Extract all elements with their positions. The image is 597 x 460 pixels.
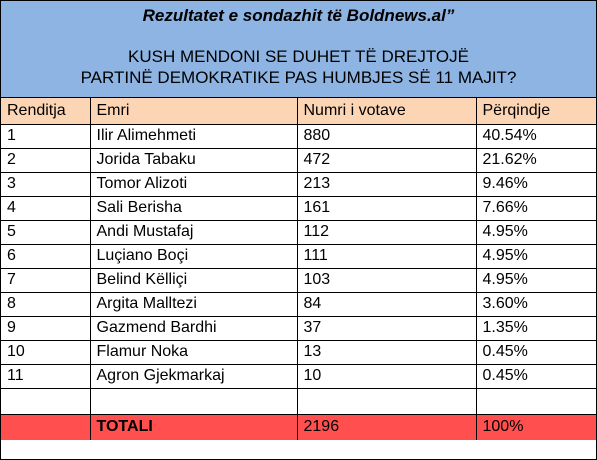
empty-cell xyxy=(475,387,596,415)
cell-name: Sali Berisha xyxy=(89,195,298,221)
question-title: KUSH MENDONI SE DUHET TË DREJTOJË PARTIN… xyxy=(1,46,596,88)
table-row: 5 Andi Mustafaj 112 4.95% xyxy=(1,219,596,245)
cell-votes: 111 xyxy=(296,243,477,269)
cell-name: Belind Këlliçi xyxy=(89,267,298,293)
question-line-1: KUSH MENDONI SE DUHET TË DREJTOJË xyxy=(128,47,469,66)
empty-cell xyxy=(296,387,477,415)
cell-name: Agron Gjekmarkaj xyxy=(89,363,298,389)
empty-cell xyxy=(1,387,91,415)
empty-cell xyxy=(89,387,298,415)
cell-rank: 11 xyxy=(1,363,91,389)
cell-name: Andi Mustafaj xyxy=(89,219,298,245)
cell-rank: 5 xyxy=(1,219,91,245)
cell-percent: 7.66% xyxy=(475,195,596,221)
cell-percent: 4.95% xyxy=(475,219,596,245)
cell-votes: 13 xyxy=(296,339,477,365)
cell-name: Jorida Tabaku xyxy=(89,147,298,173)
column-header-votes: Numri i votave xyxy=(296,98,477,125)
table-row: 3 Tomor Alizoti 213 9.46% xyxy=(1,171,596,197)
total-empty-cell xyxy=(1,413,91,440)
cell-rank: 10 xyxy=(1,339,91,365)
cell-votes: 103 xyxy=(296,267,477,293)
cell-percent: 0.45% xyxy=(475,339,596,365)
cell-percent: 21.62% xyxy=(475,147,596,173)
cell-rank: 7 xyxy=(1,267,91,293)
question-line-2: PARTINË DEMOKRATIKE PAS HUMBJES SË 11 MA… xyxy=(80,68,517,87)
total-percent: 100% xyxy=(475,413,596,440)
column-header-row: Renditja Emri Numri i votave Përqindje xyxy=(1,98,596,125)
cell-percent: 0.45% xyxy=(475,363,596,389)
table-row: 2 Jorida Tabaku 472 21.62% xyxy=(1,147,596,173)
cell-votes: 161 xyxy=(296,195,477,221)
cell-name: Tomor Alizoti xyxy=(89,171,298,197)
column-header-rank: Renditja xyxy=(1,98,91,125)
table-header: Rezultatet e sondazhit të Boldnews.al” K… xyxy=(1,1,596,98)
cell-votes: 112 xyxy=(296,219,477,245)
cell-rank: 4 xyxy=(1,195,91,221)
table-row: 9 Gazmend Bardhi 37 1.35% xyxy=(1,315,596,341)
cell-name: Ilir Alimehmeti xyxy=(89,123,298,149)
table-row: 7 Belind Këlliçi 103 4.95% xyxy=(1,267,596,293)
empty-row xyxy=(1,387,596,415)
cell-percent: 4.95% xyxy=(475,243,596,269)
cell-name: Argita Malltezi xyxy=(89,291,298,317)
cell-name: Gazmend Bardhi xyxy=(89,315,298,341)
table-row: 4 Sali Berisha 161 7.66% xyxy=(1,195,596,221)
cell-percent: 3.60% xyxy=(475,291,596,317)
cell-name: Flamur Noka xyxy=(89,339,298,365)
cell-votes: 37 xyxy=(296,315,477,341)
cell-votes: 213 xyxy=(296,171,477,197)
cell-percent: 9.46% xyxy=(475,171,596,197)
cell-rank: 2 xyxy=(1,147,91,173)
column-header-percent: Përqindje xyxy=(475,98,596,125)
cell-name: Luçiano Boçi xyxy=(89,243,298,269)
cell-rank: 3 xyxy=(1,171,91,197)
table-row: 8 Argita Malltezi 84 3.60% xyxy=(1,291,596,317)
total-votes: 2196 xyxy=(296,413,477,440)
results-body: 1 Ilir Alimehmeti 880 40.54% 2 Jorida Tabaku 4… xyxy=(1,123,596,440)
cell-rank: 8 xyxy=(1,291,91,317)
source-title: Rezultatet e sondazhit të Boldnews.al” xyxy=(142,6,455,25)
cell-rank: 6 xyxy=(1,243,91,269)
table-row: 6 Luçiano Boçi 111 4.95% xyxy=(1,243,596,269)
cell-percent: 4.95% xyxy=(475,267,596,293)
table-row: 10 Flamur Noka 13 0.45% xyxy=(1,339,596,365)
results-table: Renditja Emri Numri i votave Përqindje 1… xyxy=(1,98,596,440)
cell-rank: 9 xyxy=(1,315,91,341)
cell-votes: 10 xyxy=(296,363,477,389)
table-row: 11 Agron Gjekmarkaj 10 0.45% xyxy=(1,363,596,389)
total-label: TOTALI xyxy=(89,413,298,440)
cell-votes: 84 xyxy=(296,291,477,317)
table-row: 1 Ilir Alimehmeti 880 40.54% xyxy=(1,123,596,149)
column-header-name: Emri xyxy=(89,98,298,125)
cell-rank: 1 xyxy=(1,123,91,149)
cell-percent: 40.54% xyxy=(475,123,596,149)
cell-votes: 472 xyxy=(296,147,477,173)
cell-percent: 1.35% xyxy=(475,315,596,341)
total-row: TOTALI 2196 100% xyxy=(1,413,596,440)
cell-votes: 880 xyxy=(296,123,477,149)
